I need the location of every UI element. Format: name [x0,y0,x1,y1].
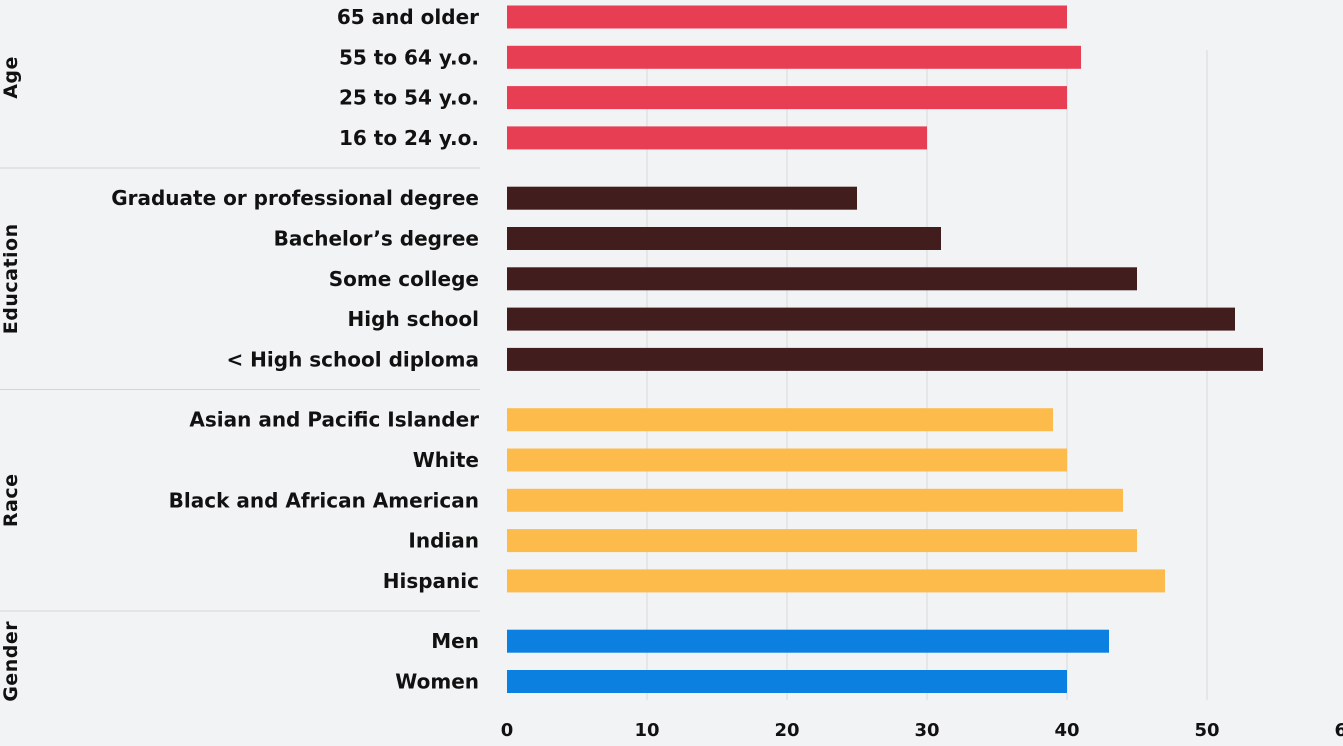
bar [507,186,857,210]
bar [507,227,941,250]
x-tick-label: 20 [774,720,799,741]
x-tick-label: 30 [914,720,939,741]
category-label: Asian and Pacific Islander [189,408,479,432]
category-label: 16 to 24 y.o. [339,126,479,150]
category-label: White [413,448,479,472]
x-tick-label: 60 [1334,720,1343,741]
category-label: 55 to 64 y.o. [339,45,479,69]
category-label: Men [431,629,479,653]
category-label: Black and African American [169,488,479,512]
category-label: Hispanic [383,569,479,593]
category-label: Women [395,670,479,694]
bar [507,529,1137,553]
category-labels: 65 and older 55 to 64 y.o. 25 to 54 y.o. 16… [111,5,479,694]
bar [507,569,1165,593]
bar [507,307,1235,331]
group-labels: Age Education Race Gender [0,56,22,702]
category-label: Bachelor’s degree [274,227,479,251]
group-label: Gender [0,621,22,702]
category-label: < High school diploma [226,347,479,371]
bar [507,670,1067,693]
bar [507,448,1067,472]
bar [507,347,1263,371]
bar [507,629,1109,653]
bar [507,488,1123,512]
bar [507,126,927,150]
bar [507,5,1067,29]
x-tick-label: 10 [634,720,659,741]
group-label: Age [0,56,22,99]
category-label: 25 to 54 y.o. [339,86,479,110]
x-tick-label: 40 [1054,720,1079,741]
bars [507,5,1263,693]
x-axis-ticks: 0 10 20 30 40 50 60 [501,720,1343,741]
group-label: Race [0,473,22,527]
category-label: Indian [408,529,479,553]
category-label: Some college [329,267,479,291]
bar [507,86,1067,110]
category-label: High school [348,307,479,331]
x-tick-label: 50 [1194,720,1219,741]
bar [507,267,1137,291]
x-tick-label: 0 [501,720,514,741]
bar [507,408,1053,432]
category-label: Graduate or professional degree [111,186,479,210]
group-label: Education [0,223,22,334]
category-label: 65 and older [337,5,479,29]
bar [507,45,1081,69]
group-separators [0,167,480,612]
